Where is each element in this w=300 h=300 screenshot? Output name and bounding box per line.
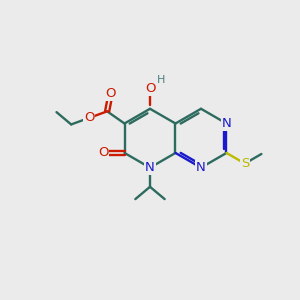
Text: O: O: [98, 146, 109, 159]
Text: H: H: [157, 75, 165, 85]
Text: O: O: [145, 82, 155, 95]
Text: N: N: [222, 117, 231, 130]
Text: O: O: [105, 87, 116, 100]
Text: O: O: [84, 111, 94, 124]
Text: N: N: [145, 161, 155, 174]
Text: N: N: [196, 161, 206, 174]
Text: S: S: [241, 157, 249, 170]
